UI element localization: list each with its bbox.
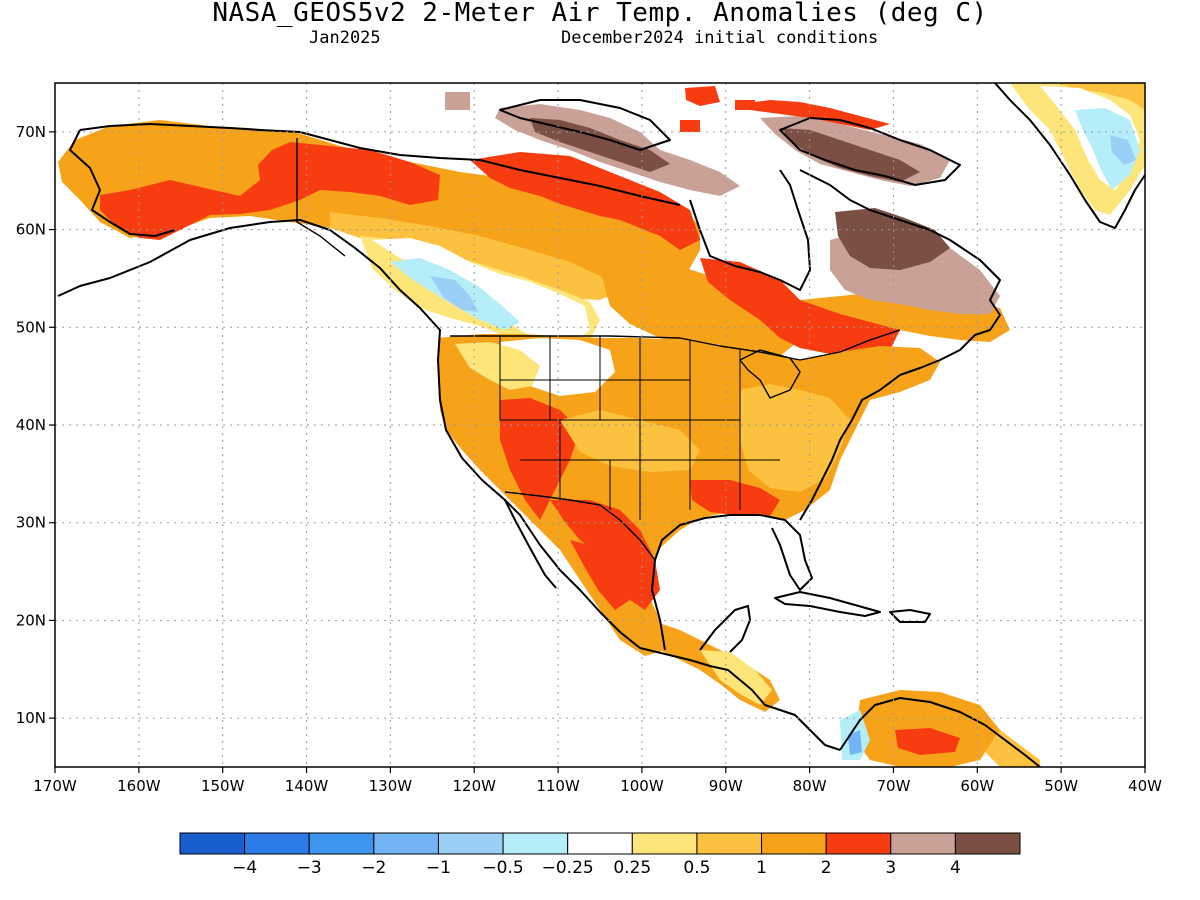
border-us-mexico	[504, 491, 656, 561]
coastline-gulf	[651, 514, 813, 651]
anomaly-fields	[58, 83, 1145, 767]
x-tick-label: 100W	[620, 777, 664, 795]
field-greenland-red3	[680, 120, 700, 132]
field-sa-yellow	[985, 730, 1040, 767]
colorbar-label: −1	[426, 858, 451, 878]
gridlines	[55, 83, 1145, 767]
field-yukon-red	[470, 152, 700, 250]
colorbar-label: −0.25	[542, 858, 594, 878]
map-title: NASA_GEOS5v2 2-Meter Air Temp. Anomalies…	[212, 0, 988, 28]
y-tick-label: 20N	[16, 611, 46, 629]
coastline-baffin	[779, 117, 961, 186]
state-borders	[499, 336, 780, 520]
field-alaska-red	[100, 142, 440, 240]
colorbar-label: 3	[885, 858, 896, 878]
y-axis: 10N 20N 30N 40N 50N 60N 70N	[16, 123, 55, 727]
field-baffin-brown	[780, 128, 920, 182]
x-tick-label: 120W	[452, 777, 496, 795]
y-tick-label: 70N	[16, 123, 46, 141]
colorbar-label: −0.5	[482, 858, 523, 878]
coastline-baja	[504, 499, 557, 589]
x-tick-label: 160W	[117, 777, 161, 795]
colorbar-swatch	[631, 832, 698, 855]
field-yellow-canada	[330, 212, 620, 300]
colorbar-swatch	[761, 832, 827, 855]
colorbar-swatch	[825, 832, 892, 855]
field-greenland-cyan	[1075, 108, 1140, 190]
field-arctic-brown	[530, 118, 670, 172]
colorbar-swatch	[373, 832, 439, 855]
x-tick-label: 90W	[709, 777, 743, 795]
field-conus-yellow-n	[455, 342, 540, 390]
lakes-great	[739, 349, 801, 399]
field-ontario-orange	[600, 262, 800, 360]
border-alaska-canada	[296, 138, 346, 257]
x-axis: 170W 160W 150W 140W 130W 120W 110W 100W 90W 80W 70…	[33, 767, 1162, 795]
coastlines	[57, 83, 1145, 767]
init-conditions-label: December2024 initial conditions	[561, 28, 879, 48]
field-gulf-red	[690, 480, 780, 516]
colorbar-swatch	[437, 832, 504, 855]
field-sa-blue	[848, 730, 862, 755]
x-tick-label: 150W	[201, 777, 245, 795]
coastline-hudson	[689, 169, 811, 291]
border-us-canada	[450, 329, 901, 361]
colorbar-swatch	[502, 832, 569, 855]
colorbar-label: −4	[232, 858, 257, 878]
colorbar-swatch	[567, 832, 633, 855]
colorbar-legend: −4 −3 −2 −1 −0.5 −0.25 0.25 0.5 1 2 3 4	[179, 832, 1021, 878]
x-tick-label: 130W	[369, 777, 413, 795]
colorbar-swatch	[954, 832, 1021, 855]
y-tick-label: 10N	[16, 709, 46, 727]
colorbar-label: 0.25	[613, 858, 651, 878]
coastline-alaska-west	[69, 129, 176, 237]
coastline-arctic-islands	[499, 99, 671, 151]
colorbar-swatch	[696, 832, 763, 855]
x-tick-label: 60W	[960, 777, 994, 795]
x-tick-label: 110W	[536, 777, 580, 795]
colorbar-label: 0.5	[683, 858, 710, 878]
colorbar-label: −2	[361, 858, 386, 878]
coastline-cuba	[774, 591, 881, 617]
valid-month-label: Jan2025	[309, 28, 381, 48]
x-tick-label: 80W	[793, 777, 827, 795]
coastline-arctic	[259, 129, 681, 206]
coastline-greenland	[994, 83, 1145, 229]
y-tick-label: 40N	[16, 416, 46, 434]
coastline-yucatan	[699, 605, 751, 653]
field-conus-yellow-se	[740, 384, 850, 492]
x-tick-label: 40W	[1128, 777, 1162, 795]
colorbar-swatch	[179, 832, 246, 855]
colorbar-swatch	[308, 832, 375, 855]
x-tick-label: 70W	[877, 777, 911, 795]
coastline-south-america	[839, 697, 1041, 767]
x-tick-label: 170W	[33, 777, 77, 795]
field-mexico-red	[570, 540, 630, 610]
coastline-east	[799, 169, 1001, 521]
field-greenland-red	[685, 86, 720, 106]
x-tick-label: 140W	[285, 777, 329, 795]
colorbar-label: 4	[950, 858, 961, 878]
colorbar-swatch	[244, 832, 310, 855]
field-sa-red	[895, 728, 960, 755]
colorbar-label: −3	[297, 858, 322, 878]
colorbar-label: 2	[821, 858, 832, 878]
colorbar-swatch	[890, 832, 956, 855]
colorbar-label: 1	[756, 858, 767, 878]
field-quebec-red	[700, 258, 900, 356]
x-tick-label: 50W	[1044, 777, 1078, 795]
y-tick-label: 50N	[16, 318, 46, 336]
field-greenland-blue	[1110, 135, 1136, 165]
field-labrador-brown	[835, 208, 950, 270]
field-bc-blue	[430, 276, 478, 312]
coastline-hispaniola	[889, 609, 931, 623]
y-tick-label: 30N	[16, 514, 46, 532]
field-greenland-red2	[735, 100, 755, 110]
field-greenland-brown	[445, 92, 470, 110]
y-tick-label: 60N	[16, 221, 46, 239]
coastline-alaska-north	[79, 123, 261, 131]
